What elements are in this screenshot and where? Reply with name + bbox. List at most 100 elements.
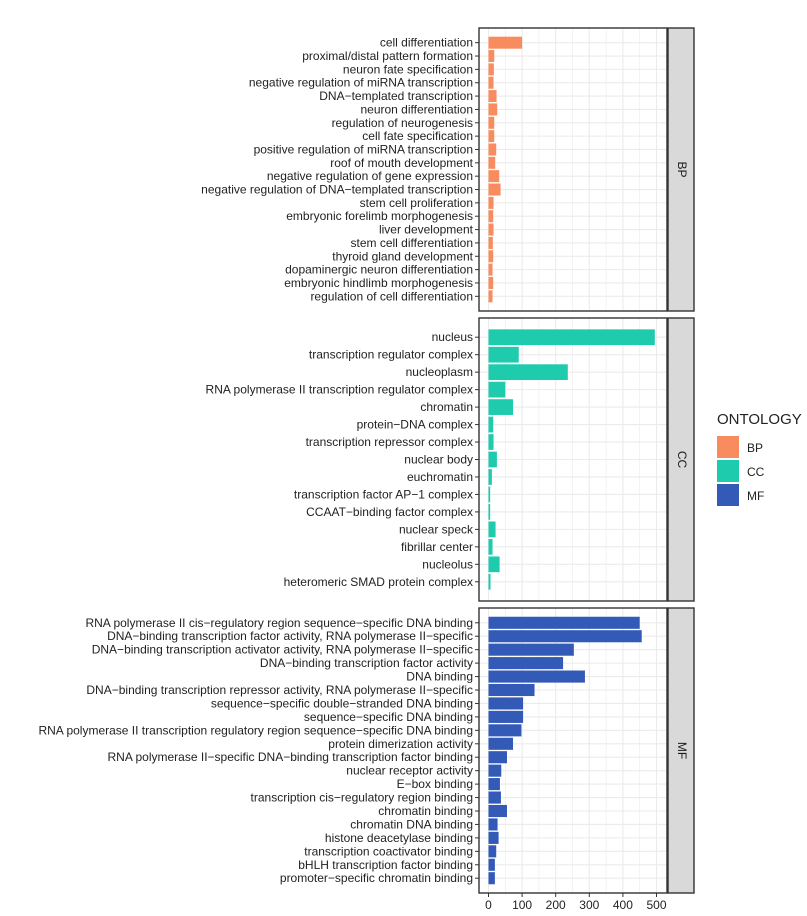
bar-cell-differentiation — [488, 36, 523, 49]
bar-thyroid-gland-development — [488, 250, 494, 263]
facet-strip — [667, 27, 695, 312]
bar-transcription-regulator-complex — [488, 346, 519, 363]
bar-rna-polymerase-ii-transcription-regulatory-region-sequence-specific-dna-binding — [488, 724, 522, 737]
category-label: DNA−binding transcription factor activit… — [107, 629, 473, 643]
category-label: neuron fate specification — [343, 62, 473, 76]
bar-rna-polymerase-ii-cis-regulatory-region-sequence-specific-dna-binding — [488, 616, 640, 629]
bar-regulation-of-cell-differentiation — [488, 290, 493, 303]
facet-strip — [667, 317, 695, 602]
bar-euchromatin — [488, 469, 492, 485]
bar-sequence-specific-double-stranded-dna-binding — [488, 697, 524, 710]
category-label: cell differentiation — [380, 36, 473, 50]
category-label: sequence−specific DNA binding — [304, 710, 473, 724]
category-label: protein dimerization activity — [328, 737, 473, 751]
category-label: fibrillar center — [401, 540, 473, 554]
category-label: neuron differentiation — [360, 102, 473, 116]
bar-transcription-coactivator-binding — [488, 845, 497, 858]
bar-negative-regulation-of-gene-expression — [488, 170, 500, 183]
category-label: transcription repressor complex — [306, 435, 473, 449]
x-tick-label: 200 — [546, 898, 566, 912]
bar-nucleus — [488, 329, 655, 346]
facet-strip-label: CC — [675, 451, 689, 469]
bar-proximal-distal-pattern-formation — [488, 50, 495, 63]
category-label: bHLH transcription factor binding — [298, 858, 473, 872]
bar-regulation-of-neurogenesis — [488, 116, 495, 129]
category-label: chromatin — [420, 400, 473, 414]
x-tick-label: 500 — [646, 898, 666, 912]
category-label: euchromatin — [407, 470, 473, 484]
facet-strip-label: BP — [675, 161, 689, 177]
bar-liver-development — [488, 223, 494, 236]
category-label: RNA polymerase II cis−regulatory region … — [85, 616, 473, 630]
bar-roof-of-mouth-development — [488, 156, 496, 169]
bar-chromatin-dna-binding — [488, 818, 498, 831]
bar-rna-polymerase-ii-specific-dna-binding-transcription-factor-binding — [488, 751, 507, 764]
category-label: transcription cis−regulatory region bind… — [251, 791, 473, 805]
bar-heteromeric-smad-protein-complex — [488, 573, 491, 590]
category-label: DNA−templated transcription — [319, 89, 473, 103]
bar-nucleoplasm — [488, 364, 568, 381]
bar-dna-binding — [488, 670, 585, 683]
category-label: nuclear body — [404, 453, 473, 467]
category-label: promoter−specific chromatin binding — [280, 871, 473, 885]
bar-ccaat-binding-factor-complex — [488, 504, 491, 520]
category-label: nucleoplasm — [406, 365, 473, 379]
category-label: liver development — [379, 223, 474, 237]
bar-e-box-binding — [488, 778, 500, 791]
category-label: dopaminergic neuron differentiation — [285, 263, 473, 277]
category-label: proximal/distal pattern formation — [302, 49, 473, 63]
bar-protein-dna-complex — [488, 416, 494, 433]
x-tick-label: 400 — [613, 898, 633, 912]
bar-dna-binding-transcription-factor-activity — [488, 657, 564, 670]
category-label: RNA polymerase II−specific DNA−binding t… — [107, 750, 473, 764]
facet-strip-label: MF — [675, 742, 689, 759]
category-label: regulation of cell differentiation — [310, 289, 473, 303]
bar-stem-cell-proliferation — [488, 196, 494, 209]
bar-transcription-factor-ap-1-complex — [488, 486, 491, 503]
legend: ONTOLOGY BP CC MF — [717, 411, 802, 506]
bar-histone-deacetylase-binding — [488, 831, 499, 844]
panel-background — [479, 28, 667, 311]
category-label: DNA−binding transcription repressor acti… — [86, 683, 473, 697]
bar-chromatin-binding — [488, 804, 507, 818]
bar-dna-binding-transcription-factor-activity-rna-polymerase-ii-specific — [488, 630, 642, 643]
bar-embryonic-hindlimb-morphogenesis — [488, 276, 494, 289]
legend-swatch-bp — [717, 436, 739, 458]
category-label: positive regulation of miRNA transcripti… — [254, 142, 473, 156]
panel-border — [478, 27, 668, 312]
bar-neuron-differentiation — [488, 103, 498, 116]
category-label: cell fate specification — [362, 129, 473, 143]
category-label: DNA−binding transcription factor activit… — [260, 656, 473, 670]
legend-label-bp: BP — [747, 441, 763, 455]
bar-dopaminergic-neuron-differentiation — [488, 263, 493, 276]
bar-protein-dimerization-activity — [488, 737, 514, 750]
category-label: E−box binding — [397, 777, 473, 791]
category-label: negative regulation of DNA−templated tra… — [201, 183, 473, 197]
category-label: nucleus — [432, 330, 473, 344]
x-tick-label: 300 — [579, 898, 599, 912]
category-label: RNA polymerase II transcription regulato… — [206, 383, 473, 397]
category-label: roof of mouth development — [330, 156, 473, 170]
category-label: DNA binding — [406, 670, 473, 684]
category-label: nuclear speck — [399, 522, 474, 536]
bar-bhlh-transcription-factor-binding — [488, 858, 495, 871]
category-label: negative regulation of gene expression — [267, 169, 473, 183]
bar-dna-binding-transcription-repressor-activity-rna-polymerase-ii-specific — [488, 683, 535, 697]
bar-cell-fate-specification — [488, 130, 495, 143]
category-label: heteromeric SMAD protein complex — [284, 575, 473, 589]
bar-stem-cell-differentiation — [488, 236, 493, 249]
bar-positive-regulation-of-mirna-transcription — [488, 143, 497, 156]
bar-chromatin — [488, 399, 514, 415]
bar-nuclear-speck — [488, 521, 496, 538]
category-label: chromatin binding — [378, 804, 473, 818]
category-label: stem cell differentiation — [350, 236, 473, 250]
legend-swatch-cc — [717, 460, 739, 482]
panel-cc: nucleus transcription regulator complex nu… — [206, 317, 695, 602]
panel-border — [478, 607, 668, 894]
category-label: stem cell proliferation — [360, 196, 473, 210]
bar-neuron-fate-specification — [488, 63, 494, 76]
legend-swatch-mf — [717, 484, 739, 506]
